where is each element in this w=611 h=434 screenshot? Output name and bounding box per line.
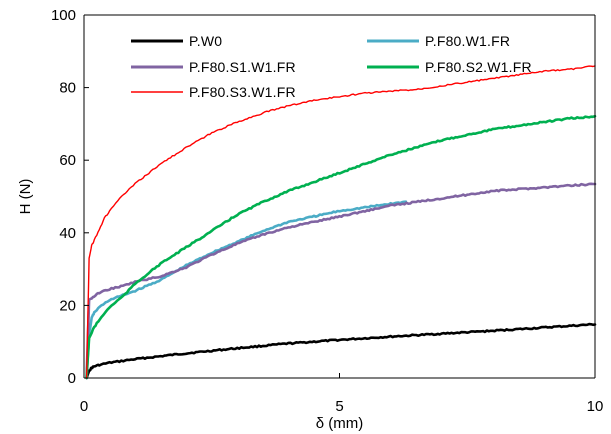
y-tick-label: 60 — [59, 152, 76, 169]
y-tick-label: 40 — [59, 225, 76, 242]
x-axis-title: δ (mm) — [316, 415, 364, 432]
legend-entry: P.F80.S1.W1.FR — [131, 59, 296, 75]
legend-entry: P.F80.S2.W1.FR — [367, 59, 532, 75]
y-axis-title: H (N) — [17, 179, 34, 215]
legend: P.W0 P.F80.S1.W1.FR P.F80.S3.W1.FR P.F80.W1… — [131, 33, 532, 100]
legend-label: P.W0 — [189, 33, 222, 49]
series-line-p-f80-s1-w1-fr — [85, 182, 597, 380]
series-line-p-w0 — [85, 322, 597, 380]
y-tick-label: 0 — [68, 370, 76, 387]
legend-entry: P.F80.W1.FR — [367, 33, 510, 49]
legend-label: P.F80.S3.W1.FR — [189, 84, 296, 100]
y-tick-label: 100 — [51, 7, 76, 24]
series-line-p-f80-s2-w1-fr — [85, 114, 597, 380]
legend-label: P.F80.W1.FR — [425, 33, 510, 49]
x-tick-label: 10 — [587, 398, 604, 415]
series-layer — [85, 65, 597, 380]
y-tick-label: 20 — [59, 297, 76, 314]
legend-label: P.F80.S1.W1.FR — [189, 59, 296, 75]
x-tick-label: 5 — [335, 398, 343, 415]
legend-label: P.F80.S2.W1.FR — [425, 59, 532, 75]
legend-entry: P.W0 — [131, 33, 222, 49]
legend-entry: P.F80.S3.W1.FR — [131, 84, 296, 100]
y-tick-label: 80 — [59, 80, 76, 97]
x-tick-label: 0 — [80, 398, 88, 415]
series-line-p-f80-s3-w1-fr — [85, 65, 596, 379]
